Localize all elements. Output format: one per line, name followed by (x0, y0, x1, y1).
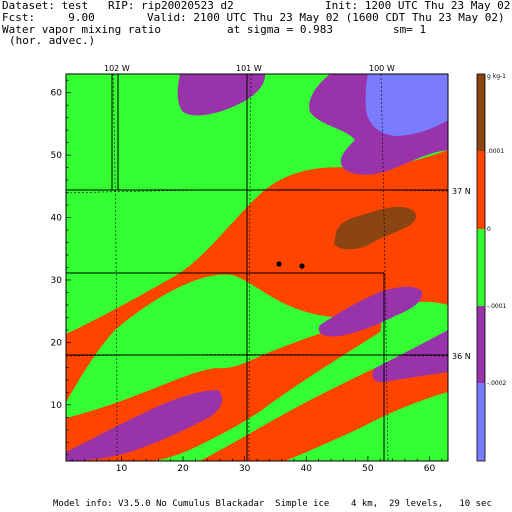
sigma-label: at sigma = 0.983 (227, 23, 333, 36)
colorbar-unit-label: g kg-1 (487, 73, 506, 80)
colorbar-purple (477, 306, 485, 383)
lon-label-102w: 102 W (104, 64, 130, 73)
y-tick-label: 20 (51, 338, 63, 348)
y-axis: 10 20 30 40 50 60 (51, 79, 71, 456)
purple-region-right-edge (372, 330, 448, 383)
forecast-label: Fcst: 9.00 (2, 11, 95, 24)
colorbar-label: -.0001 (487, 303, 507, 310)
colorbar-frame (476, 73, 486, 462)
field-label: Water vapor mixing ratio (2, 23, 161, 36)
blue-region-top-right (365, 74, 448, 136)
station-marker (276, 261, 282, 267)
lon-label-101w: 101 W (236, 64, 262, 73)
x-axis: 10 20 30 40 50 60 (71, 456, 443, 474)
x-tick-label: 20 (177, 464, 189, 474)
graticule (66, 74, 448, 461)
y-tick-label: 40 (51, 214, 63, 224)
state-boundaries (66, 74, 448, 461)
colorbar-label: 0 (487, 226, 491, 233)
y-tick-label: 50 (51, 151, 63, 161)
colorbar-brown (477, 74, 485, 151)
brown-region-center (334, 206, 416, 250)
y-tick-label: 30 (51, 276, 63, 286)
lat-label-36n: 36 N (452, 352, 471, 361)
station-marker (299, 263, 305, 269)
x-tick-label: 10 (116, 464, 128, 474)
init-label: Init: 1200 UTC Thu 23 May 02 (325, 0, 511, 12)
y-tick-label: 60 (51, 89, 63, 99)
contour-fill (66, 74, 448, 461)
purple-region-middle-right (318, 286, 423, 337)
x-tick-label: 60 (424, 464, 436, 474)
colorbar: g kg-1 .0001 0 -.0001 -.0002 (476, 73, 507, 462)
parallel-36n (66, 354, 448, 357)
valid-label: Valid: 2100 UTC Thu 23 May 02 (1600 CDT … (147, 11, 505, 24)
colorbar-orange (477, 151, 485, 229)
colorbar-label: -.0002 (487, 380, 507, 387)
y-tick-label: 10 (51, 401, 63, 411)
advection-label: (hor. advec.) (9, 34, 96, 47)
x-tick-label: 40 (301, 464, 313, 474)
colorbar-label: .0001 (487, 148, 504, 155)
colorbar-green (477, 229, 485, 306)
purple-region-top-center (177, 74, 266, 116)
parallel-37n (66, 189, 448, 194)
purple-region-bottom-left (66, 390, 223, 461)
lon-label-100w: 100 W (369, 64, 395, 73)
x-tick-label: 30 (239, 464, 251, 474)
orange-band-main (66, 150, 448, 402)
smoothing-label: sm= 1 (393, 23, 427, 36)
model-info-footer: Model info: V3.5.0 No Cumulus Blackadar … (53, 499, 492, 509)
dataset-label: Dataset: test RIP: rip20020523 d2 (2, 0, 234, 12)
x-tick-label: 50 (362, 464, 374, 474)
lat-label-37n: 37 N (452, 187, 471, 196)
colorbar-blue (477, 383, 485, 461)
